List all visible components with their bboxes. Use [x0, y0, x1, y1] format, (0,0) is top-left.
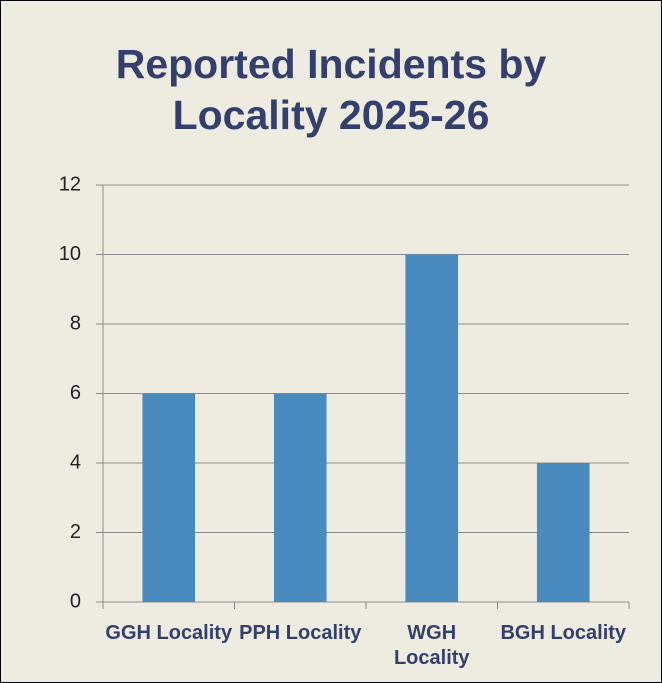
- x-tick-label: BGH Locality: [500, 622, 627, 644]
- bar: [536, 463, 590, 602]
- y-tick-label: 12: [59, 173, 81, 195]
- y-tick-label: 0: [70, 590, 81, 612]
- y-tick-label: 6: [70, 382, 81, 404]
- chart-title: Reported Incidents by Locality 2025-26: [115, 41, 547, 138]
- x-tick-label: GGH Locality: [105, 622, 233, 644]
- bar: [405, 254, 459, 602]
- x-tick-label: PPH Locality: [239, 622, 362, 644]
- y-tick-label: 10: [59, 243, 81, 265]
- y-tick-label: 2: [70, 521, 81, 543]
- y-tick-label: 4: [70, 451, 81, 473]
- x-tick-label: WGH Locality: [393, 622, 470, 669]
- bar: [142, 393, 196, 602]
- y-tick-label: 8: [70, 312, 81, 334]
- bar: [273, 393, 327, 602]
